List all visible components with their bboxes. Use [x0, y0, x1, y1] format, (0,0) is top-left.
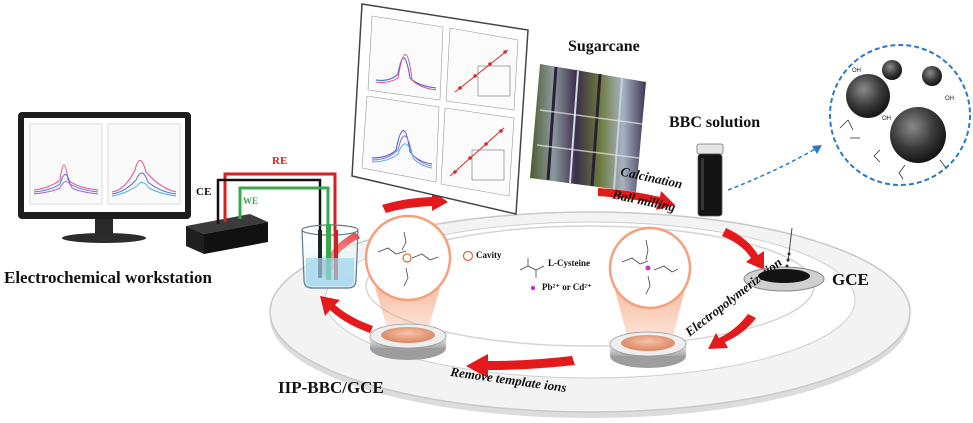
beaker — [301, 224, 359, 289]
zoom-circle: OH OH OH — [829, 44, 971, 186]
re-label: RE — [272, 155, 288, 167]
cavity-structure-bubble — [364, 214, 452, 330]
oh-label-3: OH — [945, 96, 954, 102]
ion-marker — [530, 285, 536, 291]
ce-label: CE — [196, 186, 212, 198]
oh-label-1: OH — [882, 116, 891, 122]
cavity-label: Cavity — [476, 250, 502, 260]
carbon-particle-large — [890, 107, 946, 163]
arrow-remove-template — [466, 354, 575, 378]
wire-red — [223, 172, 337, 262]
sugarcane-image — [530, 64, 646, 192]
cavity-marker — [462, 250, 474, 262]
arrow-to-gce — [722, 228, 764, 270]
electropolymerized-electrode-disk — [609, 331, 687, 368]
ion-structure-bubble — [608, 226, 692, 340]
arrow-top-left — [382, 191, 448, 213]
arrow-calcination — [598, 188, 675, 210]
iip-electrode-disk — [369, 323, 447, 360]
carbon-particle-medium — [846, 74, 890, 118]
bbc-vial — [696, 143, 724, 217]
charts-panel — [351, 3, 529, 215]
workstation-label: Electrochemical workstation — [4, 268, 212, 287]
we-label: WE — [243, 196, 259, 206]
oh-label-2: OH — [852, 68, 861, 74]
ion-label: Pb²⁺ or Cd²⁺ — [542, 282, 592, 292]
legend-markers — [462, 250, 545, 291]
zoom-connector — [727, 144, 823, 191]
computer-monitor — [18, 112, 191, 243]
l-cysteine-structure — [519, 258, 545, 278]
gce-electrode — [743, 227, 825, 292]
carbon-particle-small-2 — [922, 66, 942, 86]
iip-label: IIP-BBC/GCE — [278, 378, 384, 397]
gce-label: GCE — [832, 270, 869, 289]
carbon-particle-small-1 — [882, 60, 902, 80]
arrow-electropolymerization — [708, 314, 756, 349]
sugarcane-label: Sugarcane — [568, 38, 640, 55]
l-cysteine-label: L-Cysteine — [548, 258, 590, 268]
workstation-box — [186, 214, 268, 254]
arrow-left-lower — [320, 296, 373, 333]
bbc-solution-label: BBC solution — [669, 114, 761, 131]
